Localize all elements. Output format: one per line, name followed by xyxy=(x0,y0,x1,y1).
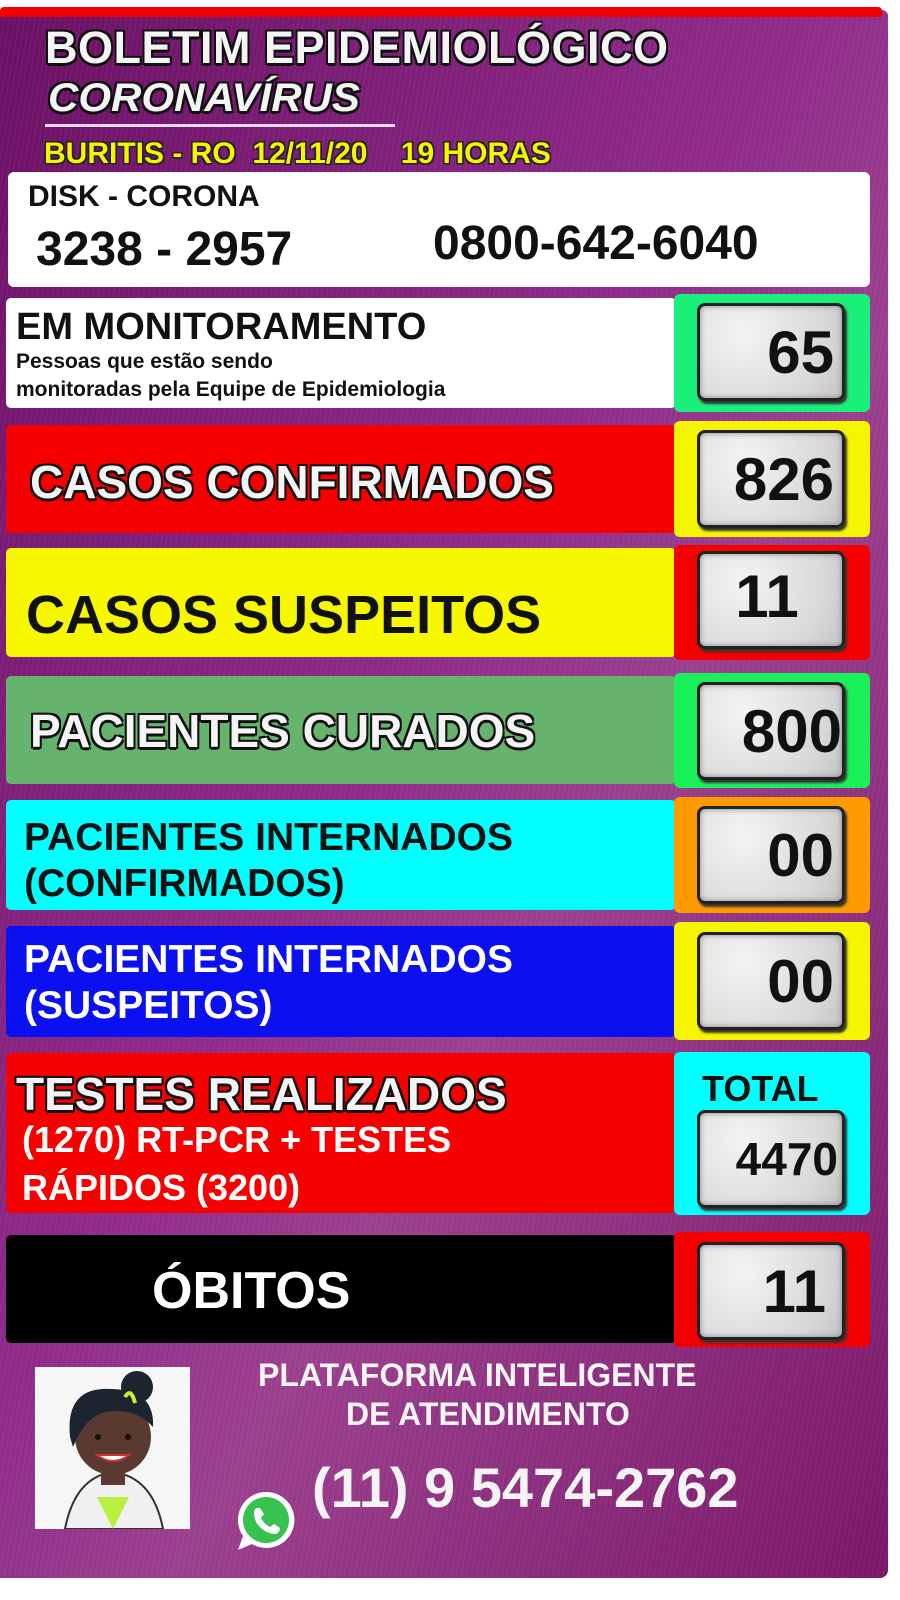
disk-corona-panel: DISK - CORONA 3238 - 2957 0800-642-6040 xyxy=(8,172,870,287)
stat-label: ÓBITOS xyxy=(152,1262,351,1320)
stat-label: EM MONITORAMENTO xyxy=(16,306,427,348)
subtitle-underline xyxy=(45,124,395,127)
stat-value: 826 xyxy=(697,430,845,528)
stat-value: 65 xyxy=(697,303,845,401)
stat-label: CASOS SUSPEITOS xyxy=(26,585,542,645)
stat-desc: RÁPIDOS (3200) xyxy=(22,1167,301,1208)
stat-label: PACIENTES CURADOS xyxy=(30,705,536,757)
stat-value: 11 xyxy=(697,1242,845,1340)
stat-deaths: ÓBITOS xyxy=(6,1235,676,1343)
disk-phone-local: 3238 - 2957 xyxy=(36,223,293,276)
stat-label: TESTES REALIZADOS xyxy=(16,1068,507,1120)
stat-recovered: PACIENTES CURADOS xyxy=(6,676,676,784)
stat-label: CASOS CONFIRMADOS xyxy=(30,456,554,508)
stat-label: (SUSPEITOS) xyxy=(24,984,273,1027)
stat-value: 00 xyxy=(697,932,845,1030)
stat-label: (CONFIRMADOS) xyxy=(24,862,345,905)
platform-line1: PLATAFORMA INTELIGENTE xyxy=(258,1357,697,1393)
doctor-avatar xyxy=(35,1367,190,1529)
platform-line2: DE ATENDIMENTO xyxy=(346,1396,630,1432)
stat-value: 00 xyxy=(697,806,845,904)
stat-hospitalized-confirmed: PACIENTES INTERNADOS (CONFIRMADOS) xyxy=(6,800,676,910)
stat-value: 800 xyxy=(697,682,845,780)
stat-label: PACIENTES INTERNADOS xyxy=(24,938,513,981)
stat-tests: TESTES REALIZADOS (1270) RT-PCR + TESTES… xyxy=(6,1053,676,1213)
stat-value-box: 800 xyxy=(674,673,870,788)
stat-value-box: 00 xyxy=(674,922,870,1040)
stat-monitoring: EM MONITORAMENTO Pessoas que estão sendo… xyxy=(6,298,676,408)
stat-value: 11 xyxy=(697,551,845,649)
stat-desc: monitoradas pela Equipe de Epidemiologia xyxy=(16,378,446,401)
stat-value-box: 00 xyxy=(674,797,870,913)
stat-value-box: 826 xyxy=(674,421,870,537)
stat-value: 4470 xyxy=(697,1110,845,1208)
stat-desc: (1270) RT-PCR + TESTES xyxy=(22,1119,452,1160)
top-bar xyxy=(0,7,882,17)
stat-value-box: 11 xyxy=(674,545,870,660)
stat-desc: Pessoas que estão sendo xyxy=(16,350,273,373)
disk-phone-tollfree: 0800-642-6040 xyxy=(433,217,759,270)
bulletin-title: BOLETIM EPIDEMIOLÓGICO xyxy=(45,22,669,73)
stat-value-box: 11 xyxy=(674,1232,870,1347)
location-date-time: BURITIS - RO 12/11/20 19 HORAS xyxy=(44,137,551,170)
bulletin-subtitle: CORONAVÍRUS xyxy=(48,76,360,120)
stat-suspected: CASOS SUSPEITOS xyxy=(6,548,676,657)
whatsapp-number: (11) 9 5474-2762 xyxy=(312,1456,739,1519)
stat-value-box: 65 xyxy=(674,294,870,412)
whatsapp-icon xyxy=(234,1488,298,1554)
stat-label: PACIENTES INTERNADOS xyxy=(24,816,513,859)
stat-hospitalized-suspected: PACIENTES INTERNADOS (SUSPEITOS) xyxy=(6,926,676,1037)
stat-value-box: TOTAL 4470 xyxy=(674,1052,870,1215)
total-label: TOTAL xyxy=(702,1068,819,1109)
stat-confirmed: CASOS CONFIRMADOS xyxy=(6,425,676,533)
disk-label: DISK - CORONA xyxy=(28,180,260,213)
